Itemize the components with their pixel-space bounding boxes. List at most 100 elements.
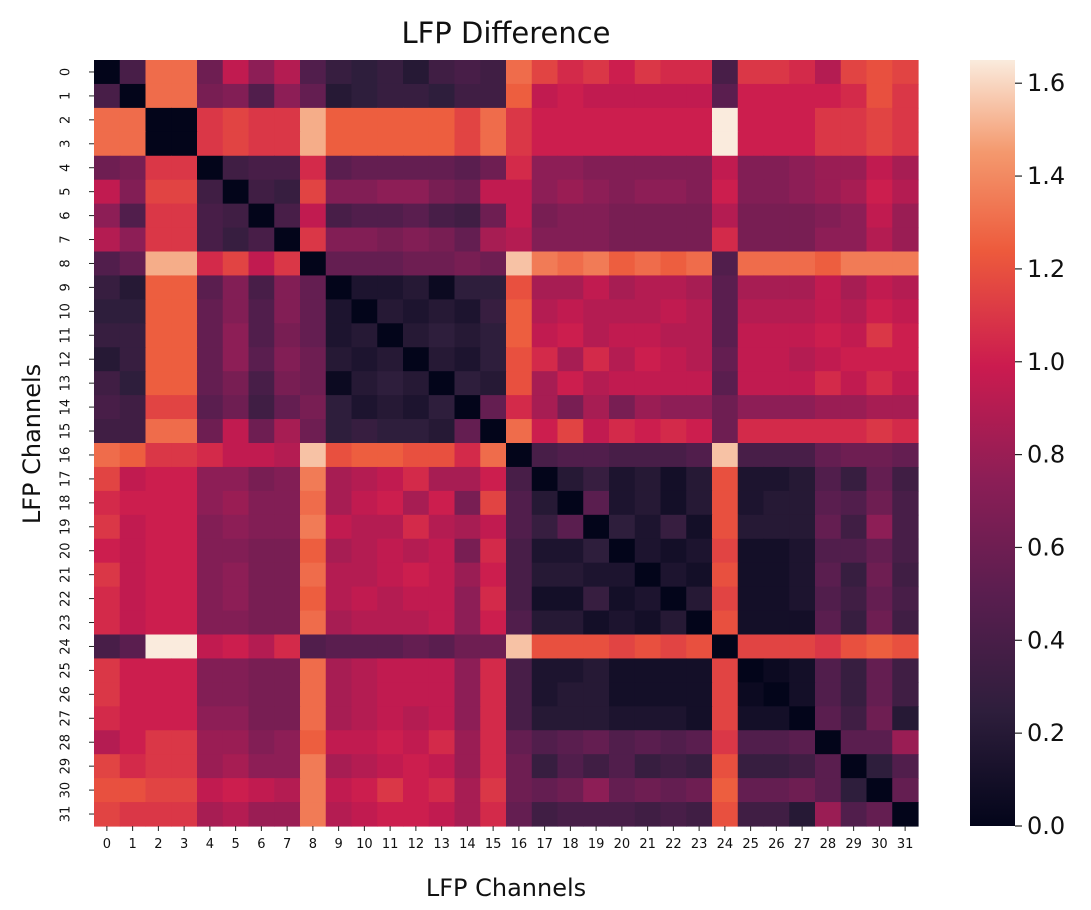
heatmap-cell [274,347,301,372]
heatmap-cell [583,586,610,612]
heatmap-cell [248,610,275,636]
heatmap-cell [325,490,353,516]
heatmap-cell [325,610,353,636]
heatmap-cell [300,682,327,707]
heatmap-cell [377,802,404,827]
heatmap-cell [789,155,816,181]
heatmap-cell [171,562,198,588]
heatmap-cell [325,107,353,133]
heatmap-cell [815,251,842,277]
heatmap-cell [686,275,713,300]
heatmap-cell [145,682,172,707]
heatmap-cell [609,658,636,683]
heatmap-cell [377,466,404,492]
heatmap-cell [531,83,559,109]
x-tick-label: 25 [742,837,759,852]
heatmap-cell [248,347,275,372]
heatmap-cell [531,107,559,133]
heatmap-cell [815,682,842,707]
heatmap-cell [737,323,765,348]
heatmap-cell [300,107,327,133]
heatmap-cell [377,299,404,324]
heatmap-cell [712,83,739,109]
heatmap-cell [145,275,172,300]
heatmap-cell [222,299,250,324]
heatmap-cell [634,538,662,564]
heatmap-cell [351,395,378,420]
heatmap-cell [712,299,739,324]
heatmap-cell [454,419,481,444]
heatmap-cell [274,802,301,827]
heatmap-cell [377,83,404,109]
heatmap-cell [428,443,456,468]
heatmap-cell [119,490,147,516]
heatmap-cell [506,706,533,731]
heatmap-cell [351,323,378,348]
heatmap-cell [840,514,868,540]
heatmap-cell [712,706,739,731]
heatmap-cell [145,514,172,540]
heatmap-cell [815,299,842,324]
y-tick-label: 27 [59,710,74,727]
y-tick-label: 9 [59,283,74,291]
heatmap-cell [840,131,868,157]
heatmap-cell [531,730,559,755]
heatmap-cell [840,60,868,85]
heatmap-cell [609,347,636,372]
heatmap-cell [377,179,404,205]
heatmap-cell [248,778,275,803]
heatmap-cell [763,443,790,468]
heatmap-cell [583,299,610,324]
heatmap-cell [454,730,481,755]
heatmap-cell [712,419,739,444]
heatmap-cell [248,754,275,779]
heatmap-cell [840,371,868,396]
heatmap-cell [480,706,507,731]
heatmap-cell [763,658,790,683]
heatmap-cell [506,179,533,205]
heatmap-cell [197,778,224,803]
heatmap-cell [763,323,790,348]
heatmap-cell [531,802,559,827]
heatmap-cell [506,682,533,707]
heatmap-cell [428,83,456,109]
heatmap-cell [377,203,404,229]
heatmap-cell [145,227,172,253]
heatmap-cell [454,778,481,803]
heatmap-cell [480,682,507,707]
heatmap-cell [531,658,559,683]
heatmap-cell [222,706,250,731]
heatmap-cell [94,299,121,324]
heatmap-cell [789,514,816,540]
heatmap-cell [840,658,868,683]
heatmap-cell [428,706,456,731]
y-tick-label: 18 [59,495,74,512]
heatmap-cell [403,754,430,779]
heatmap-cell [119,562,147,588]
x-tick-label: 20 [614,837,631,852]
heatmap-cell [660,227,687,253]
heatmap-cell [609,730,636,755]
heatmap-cell [609,371,636,396]
heatmap-cell [171,682,198,707]
heatmap-cell [197,107,224,133]
heatmap-cell [197,275,224,300]
heatmap-cell [609,466,636,492]
heatmap-cell [222,203,250,229]
heatmap-cell [866,323,893,348]
heatmap-cell [351,347,378,372]
heatmap-cell [300,395,327,420]
heatmap-cell [300,419,327,444]
heatmap-cell [428,395,456,420]
heatmap-cell [660,323,687,348]
heatmap-cell [866,778,893,803]
heatmap-cell [454,802,481,827]
heatmap-cell [428,538,456,564]
heatmap-cell [609,179,636,205]
heatmap-cell [634,275,662,300]
heatmap-cell [506,131,533,157]
heatmap-cell [403,658,430,683]
heatmap-cell [300,610,327,636]
heatmap-cell [583,347,610,372]
heatmap-cell [403,275,430,300]
